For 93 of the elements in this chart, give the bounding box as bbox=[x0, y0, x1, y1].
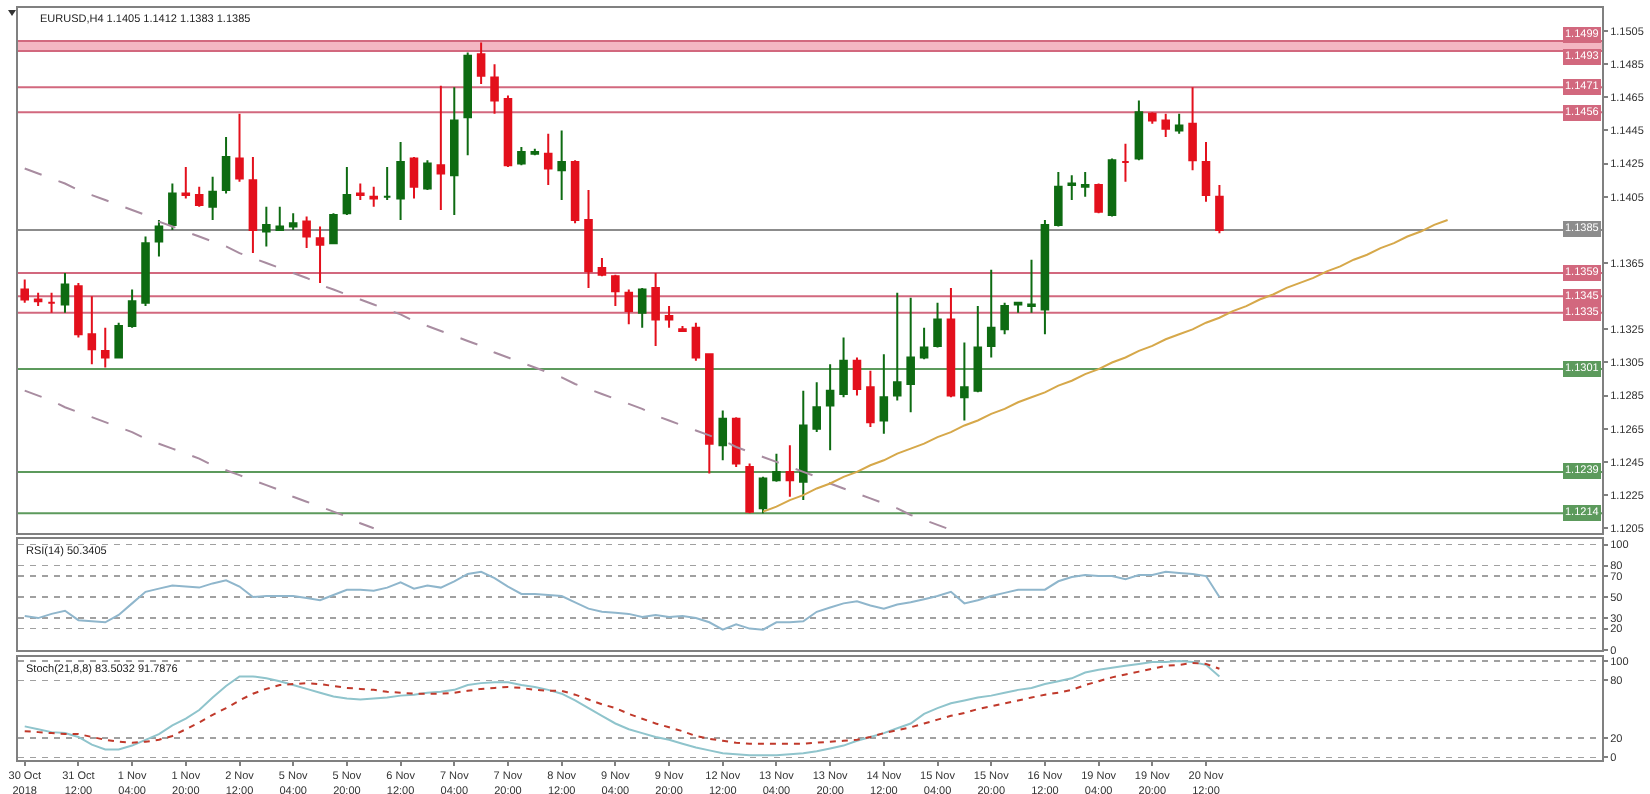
candlestick bbox=[1215, 184, 1224, 235]
candlestick bbox=[530, 147, 540, 157]
candlestick bbox=[1040, 218, 1050, 336]
candlestick bbox=[597, 257, 607, 278]
candlestick bbox=[1027, 258, 1036, 314]
candlestick bbox=[74, 281, 83, 339]
candlestick bbox=[315, 225, 325, 284]
candlestick bbox=[409, 155, 419, 200]
candlestick bbox=[543, 132, 553, 187]
candlestick bbox=[1080, 170, 1090, 198]
candlestick bbox=[651, 271, 660, 347]
candlestick bbox=[1134, 99, 1144, 162]
candlestick bbox=[1013, 301, 1023, 314]
candlestick bbox=[812, 381, 821, 434]
candlestick bbox=[825, 363, 835, 452]
candlestick bbox=[1148, 111, 1157, 125]
candlestick bbox=[476, 41, 486, 86]
candlestick bbox=[329, 212, 338, 245]
candlestick bbox=[87, 295, 97, 366]
candlestick bbox=[1000, 301, 1009, 336]
candlestick bbox=[973, 305, 983, 394]
candlestick bbox=[436, 84, 446, 211]
candlestick bbox=[772, 452, 781, 483]
candlestick bbox=[799, 389, 808, 502]
candlestick bbox=[114, 321, 123, 359]
candlestick bbox=[866, 369, 875, 429]
candlestick bbox=[1201, 141, 1211, 203]
candlestick bbox=[1188, 86, 1197, 172]
candlestick bbox=[356, 182, 365, 202]
candlestick bbox=[892, 291, 902, 402]
candlestick bbox=[570, 159, 580, 225]
line-series bbox=[23, 570, 1221, 631]
candlestick bbox=[664, 305, 674, 329]
candlestick bbox=[517, 146, 526, 167]
candlestick bbox=[208, 175, 217, 221]
candlestick bbox=[785, 444, 795, 498]
candlestick bbox=[168, 182, 177, 231]
candlestick bbox=[100, 326, 110, 369]
candlestick bbox=[33, 291, 43, 308]
candlestick bbox=[60, 271, 70, 314]
candlestick bbox=[919, 326, 929, 361]
candlestick bbox=[248, 155, 258, 255]
candlestick bbox=[1094, 182, 1103, 215]
candlestick bbox=[705, 353, 714, 475]
candlestick bbox=[382, 165, 392, 202]
candlestick bbox=[369, 185, 379, 208]
candlestick bbox=[839, 336, 848, 399]
candlestick bbox=[302, 215, 311, 250]
candlestick bbox=[718, 409, 728, 462]
candlestick bbox=[611, 273, 620, 308]
candlestick bbox=[262, 205, 271, 248]
candlestick bbox=[1054, 170, 1063, 228]
candlestick bbox=[141, 235, 150, 308]
candlestick bbox=[584, 189, 593, 289]
candlestick bbox=[396, 141, 405, 221]
candlestick bbox=[1161, 112, 1171, 139]
candlestick bbox=[47, 291, 56, 314]
candlestick bbox=[986, 268, 996, 359]
candlestick bbox=[933, 301, 942, 349]
candlestick bbox=[758, 475, 768, 515]
candlestick bbox=[20, 278, 29, 304]
candlestick bbox=[1174, 112, 1184, 135]
line-series bbox=[23, 167, 952, 531]
line-series bbox=[762, 218, 1449, 513]
candlestick bbox=[1121, 142, 1130, 183]
candlestick bbox=[463, 51, 472, 157]
candlestick bbox=[678, 325, 687, 332]
candlestick bbox=[490, 63, 499, 115]
candlestick bbox=[960, 341, 969, 422]
candlestick bbox=[637, 286, 647, 329]
candlestick bbox=[1107, 157, 1117, 218]
candlestick bbox=[879, 353, 889, 435]
candlestick bbox=[503, 94, 513, 168]
candlestick bbox=[275, 205, 285, 231]
candlestick bbox=[127, 288, 137, 329]
candlestick bbox=[221, 136, 231, 195]
candlestick bbox=[852, 356, 862, 397]
candlestick bbox=[745, 462, 754, 515]
candlestick bbox=[449, 86, 459, 216]
candlestick bbox=[235, 112, 244, 183]
candlestick bbox=[342, 165, 352, 216]
candlestick bbox=[557, 129, 566, 202]
line-series bbox=[23, 389, 375, 530]
candlestick bbox=[1067, 174, 1077, 202]
candlestick bbox=[154, 218, 164, 258]
candlestick bbox=[181, 165, 191, 200]
candlestick bbox=[624, 288, 634, 326]
candlestick bbox=[691, 321, 701, 362]
candlestick bbox=[423, 159, 432, 192]
candlestick bbox=[906, 296, 915, 414]
candlestick bbox=[946, 286, 956, 399]
candlestick bbox=[194, 185, 204, 208]
candlestick bbox=[288, 212, 298, 231]
